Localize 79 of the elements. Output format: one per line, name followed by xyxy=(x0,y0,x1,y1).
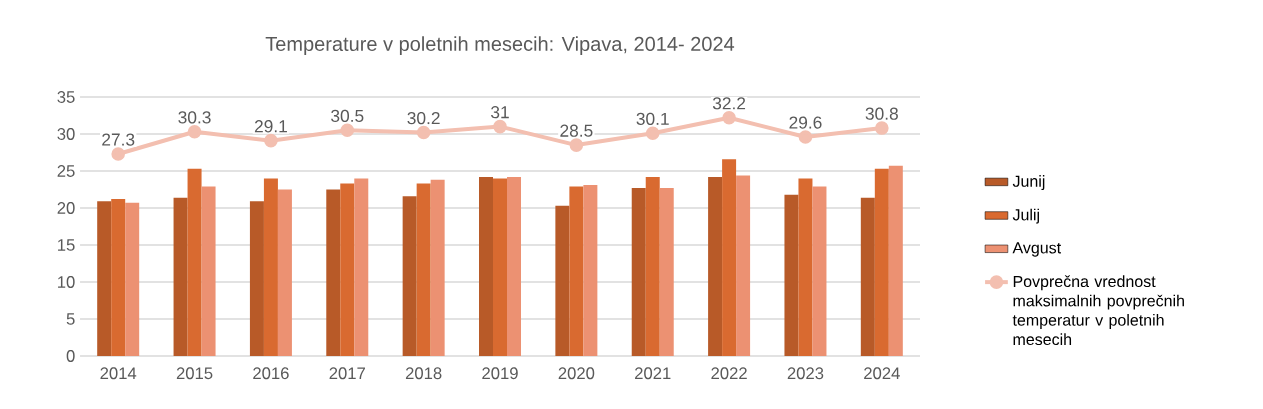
y-tick-label: 20 xyxy=(57,202,75,214)
point xyxy=(722,110,736,125)
data-label: 29.6 xyxy=(789,116,822,129)
y-tick-label: 25 xyxy=(57,165,75,177)
data-label: 29.1 xyxy=(254,120,287,133)
data-label: 30.3 xyxy=(178,111,211,124)
bar xyxy=(860,197,875,356)
data-label: 30.2 xyxy=(407,111,440,125)
bar xyxy=(201,186,216,356)
bar xyxy=(583,185,598,356)
bar xyxy=(430,179,445,356)
y-tick-label: 15 xyxy=(58,239,75,251)
bar xyxy=(249,201,264,356)
bar xyxy=(708,176,723,356)
x-tick-label: 2017 xyxy=(329,367,365,380)
legend-label: Julij xyxy=(1012,208,1039,224)
x-tick-label: 2019 xyxy=(482,367,518,380)
x-tick-label: 2016 xyxy=(253,367,289,380)
bar xyxy=(659,188,674,356)
y-tick-label: 35 xyxy=(57,91,75,103)
point xyxy=(645,126,660,141)
y-tick-label: 5 xyxy=(66,313,75,325)
y-tick-label: 30 xyxy=(57,128,75,140)
bar xyxy=(479,176,494,356)
y-tick-label: 0 xyxy=(66,350,75,362)
chart-title: Temperature v poletnih mesecih: Vipava, 2014- 2024 xyxy=(265,36,735,55)
bar xyxy=(736,175,751,356)
x-tick-label: 2015 xyxy=(176,367,213,380)
x-tick-label: 2022 xyxy=(711,367,747,380)
bar xyxy=(569,186,584,356)
bar xyxy=(354,178,369,356)
x-tick-label: 2023 xyxy=(787,367,824,380)
bar xyxy=(340,183,355,356)
bar xyxy=(798,178,813,356)
bar xyxy=(111,199,126,356)
x-tick-label: 2018 xyxy=(405,367,442,380)
data-label: 27.3 xyxy=(102,133,135,146)
x-tick-label: 2021 xyxy=(635,367,671,380)
bar xyxy=(645,176,660,356)
y-tick-label: 10 xyxy=(58,276,75,288)
legend-label: Avgust xyxy=(1012,242,1062,257)
data-label: 30.8 xyxy=(865,107,898,120)
bar xyxy=(187,168,202,356)
data-label: 28.5 xyxy=(560,124,593,137)
bar xyxy=(874,168,889,356)
legend-label: Junij xyxy=(1012,175,1045,191)
bar xyxy=(784,194,799,356)
bar xyxy=(326,189,341,356)
x-tick-label: 2014 xyxy=(100,367,137,380)
data-label: 30.1 xyxy=(636,112,669,125)
data-label: 32.2 xyxy=(712,97,746,110)
bar xyxy=(888,165,903,356)
point xyxy=(264,133,278,148)
point xyxy=(187,124,202,139)
bar xyxy=(263,178,278,356)
bar xyxy=(125,202,140,356)
point xyxy=(416,125,431,140)
bar xyxy=(493,178,508,356)
bar xyxy=(555,205,570,356)
bar xyxy=(507,176,522,356)
data-label: 31 xyxy=(491,106,509,119)
bar xyxy=(722,159,737,356)
x-tick-label: 2024 xyxy=(864,367,900,380)
point xyxy=(111,147,125,161)
bar xyxy=(97,201,112,356)
bar xyxy=(631,188,646,356)
bar xyxy=(812,186,827,356)
legend-label: Povprečna vrednost maksimalnih povprečnih temperatur v poletnih mesecih xyxy=(1012,275,1184,346)
point xyxy=(493,119,507,134)
bar xyxy=(402,196,417,356)
bar xyxy=(173,197,188,356)
point xyxy=(569,138,584,152)
point xyxy=(875,121,889,135)
bar xyxy=(416,183,431,356)
point xyxy=(340,123,355,138)
data-label: 30.5 xyxy=(331,109,364,123)
bar xyxy=(277,189,292,356)
point xyxy=(798,130,813,144)
x-tick-label: 2020 xyxy=(558,367,595,380)
